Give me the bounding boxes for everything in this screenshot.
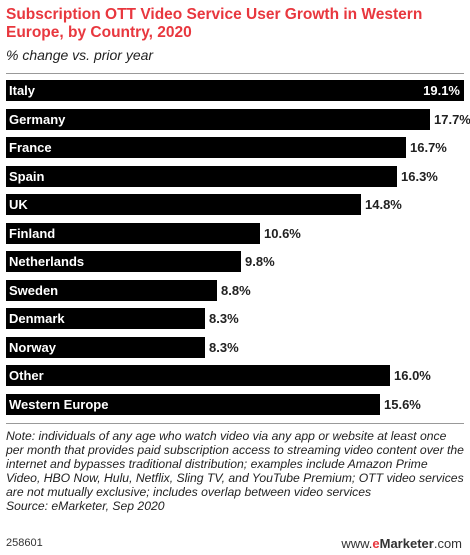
bar-value-label: 16.3% xyxy=(401,169,438,184)
bar xyxy=(6,166,397,187)
bar-category-label: Germany xyxy=(9,112,66,127)
logo-brand-rest: Marketer xyxy=(379,536,434,551)
bar-value-label: 9.8% xyxy=(245,254,275,269)
bar xyxy=(6,308,205,329)
bar xyxy=(6,137,406,158)
bar-category-label: Italy xyxy=(9,83,36,98)
bar-category-label: Other xyxy=(9,368,44,383)
chart-title: Subscription OTT Video Service User Grow… xyxy=(6,6,423,41)
bar-value-label: 17.7% xyxy=(434,112,470,127)
bottom-divider xyxy=(6,423,464,424)
bar-value-label: 16.0% xyxy=(394,368,431,383)
chart-subtitle: % change vs. prior year xyxy=(6,47,154,63)
bar-value-label: 8.8% xyxy=(221,283,251,298)
bar xyxy=(6,80,464,101)
bar-category-label: Netherlands xyxy=(9,254,85,269)
bar xyxy=(6,194,361,215)
logo-brand-e: e xyxy=(372,536,380,551)
source-text: Source: eMarketer, Sep 2020 xyxy=(6,499,165,513)
bar-chart: Italy 19.1% Germany 17.7% France 16.7% Spain 16… xyxy=(6,80,470,420)
chart-note: Note: individuals of any age who watch v… xyxy=(6,429,464,513)
chart-id: 258601 xyxy=(6,537,43,549)
bar-category-label: France xyxy=(9,140,52,155)
logo-suffix: .com xyxy=(433,536,462,551)
bar-category-label: UK xyxy=(9,197,28,212)
bar-category-label: Norway xyxy=(9,340,56,355)
bar-category-label: Finland xyxy=(9,226,56,241)
bar xyxy=(6,365,390,386)
bar xyxy=(6,251,241,272)
bar-category-label: Western Europe xyxy=(9,397,109,412)
bar-value-label: 8.3% xyxy=(209,340,239,355)
bar-value-label: 16.7% xyxy=(410,140,447,155)
bar-category-label: Sweden xyxy=(9,283,59,298)
bar-value-label: 10.6% xyxy=(264,226,301,241)
bar xyxy=(6,394,380,415)
bar-value-label: 8.3% xyxy=(209,311,239,326)
top-divider xyxy=(6,73,464,74)
logo-prefix: www. xyxy=(341,536,373,551)
emarketer-logo[interactable]: www.eMarketer.com xyxy=(341,536,462,551)
bar-value-label: 15.6% xyxy=(384,397,421,412)
bar-value-label: 14.8% xyxy=(365,197,402,212)
note-text: Note: individuals of any age who watch v… xyxy=(6,429,464,499)
bar xyxy=(6,280,217,301)
bar-value-label: 19.1% xyxy=(423,83,460,98)
bar xyxy=(6,337,205,358)
bar-category-label: Denmark xyxy=(9,311,65,326)
bar xyxy=(6,223,260,244)
bar xyxy=(6,109,430,130)
bar-category-label: Spain xyxy=(9,169,45,184)
